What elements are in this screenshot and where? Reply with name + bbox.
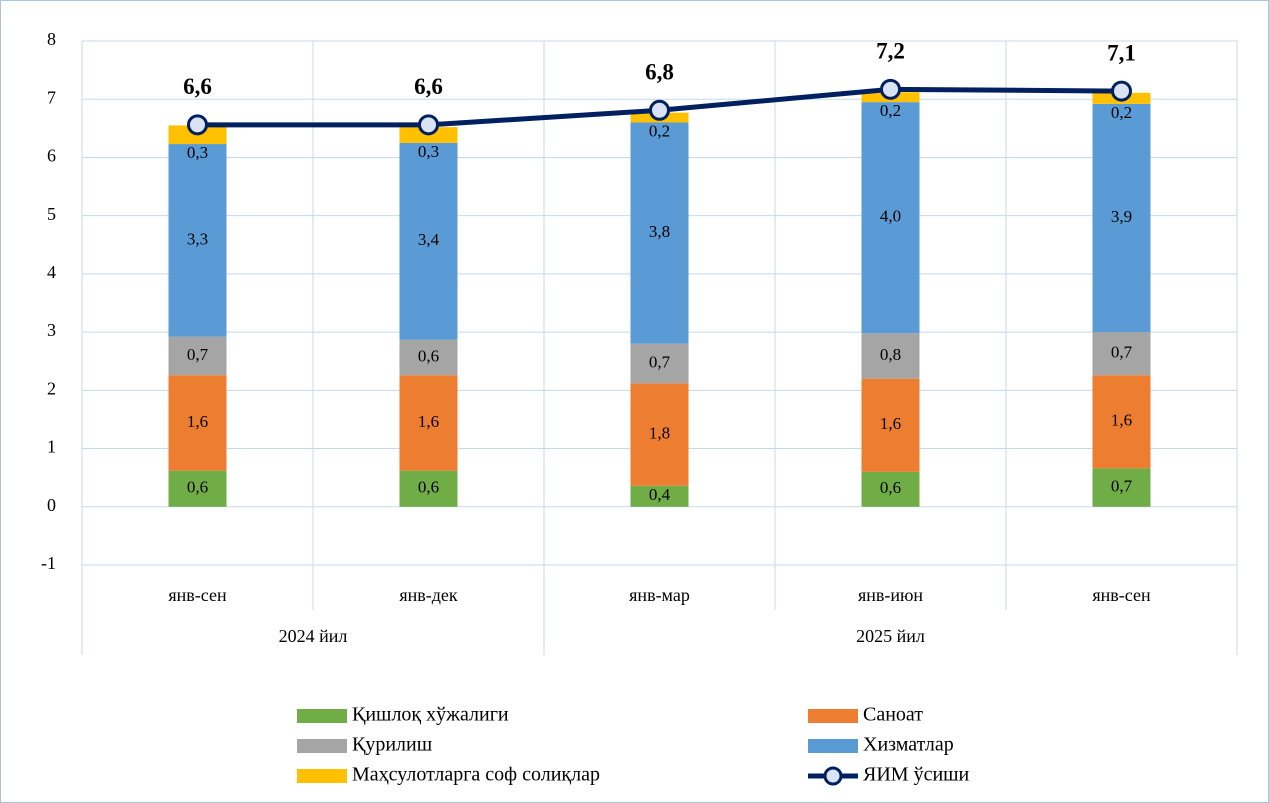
data-label: 0,6 — [418, 346, 439, 365]
legend-label: ЯИМ ўсиши — [863, 764, 970, 786]
bar-segment — [399, 339, 458, 376]
legend-label: Қишлоқ хўжалиги — [352, 704, 509, 726]
legend-label: Саноат — [863, 704, 923, 726]
data-label: 0,7 — [649, 352, 671, 371]
legend-swatch — [297, 739, 347, 753]
data-label: 0,7 — [1111, 343, 1133, 362]
legend-marker — [823, 766, 843, 786]
data-label: 0,3 — [187, 143, 208, 162]
line-marker — [880, 78, 901, 100]
group-label: 2024 йил — [279, 626, 348, 646]
data-label: 3,3 — [187, 229, 208, 248]
data-label: 3,9 — [1111, 207, 1132, 226]
y-tick-label: 1 — [47, 437, 56, 457]
bar-segment — [168, 470, 227, 507]
bar-segment — [1092, 332, 1151, 376]
line-label: 6,6 — [183, 74, 212, 99]
data-label: 1,8 — [649, 423, 670, 442]
bar-segment — [861, 102, 920, 334]
x-tick-label: янв-июн — [858, 585, 923, 605]
y-tick-label: 8 — [47, 29, 56, 49]
data-label: 0,6 — [880, 478, 901, 497]
y-tick-label: 6 — [47, 146, 56, 166]
bar-segment — [630, 485, 689, 507]
data-label: 0,8 — [880, 345, 901, 364]
legend-swatch — [808, 739, 858, 753]
bar-segment — [168, 336, 227, 376]
y-tick-label: 4 — [47, 262, 56, 282]
line-label: 7,1 — [1107, 40, 1136, 65]
line-marker — [187, 114, 208, 136]
bar-segment — [630, 122, 689, 344]
data-label: 0,6 — [187, 478, 208, 497]
data-label: 3,4 — [418, 230, 440, 249]
bar-segment — [399, 375, 458, 471]
bar-segment — [168, 375, 227, 471]
x-tick-label: янв-дек — [399, 585, 458, 605]
bar-segment — [630, 343, 689, 384]
data-label: 0,7 — [187, 345, 209, 364]
bar-segment — [1092, 103, 1151, 333]
bar-segment — [630, 383, 689, 486]
line-marker — [649, 99, 670, 121]
y-tick-label: 5 — [47, 204, 56, 224]
y-tick-label: 2 — [47, 378, 56, 398]
bar-segment — [1092, 468, 1151, 507]
data-label: 0,4 — [649, 485, 671, 504]
line-marker — [1111, 80, 1132, 102]
line-label: 6,6 — [414, 74, 443, 99]
line-label: 6,8 — [645, 60, 674, 85]
data-label: 0,2 — [1111, 103, 1132, 122]
bar-segment — [861, 471, 920, 507]
data-label: 0,6 — [418, 478, 439, 497]
bar-segment — [1092, 375, 1151, 469]
legend-label: Қурилиш — [352, 734, 433, 756]
data-label: 0,2 — [880, 101, 901, 120]
legend-label: Маҳсулотларга соф солиқлар — [352, 764, 600, 786]
x-tick-label: янв-мар — [629, 585, 690, 605]
legend-swatch — [297, 769, 347, 783]
data-label: 1,6 — [1111, 411, 1132, 430]
legend-swatch — [808, 709, 858, 723]
bar-segment — [861, 333, 920, 379]
line-marker — [418, 114, 439, 136]
y-tick-label: 0 — [47, 495, 56, 515]
x-tick-label: янв-сен — [1092, 585, 1151, 605]
legend-label: Хизматлар — [863, 734, 954, 756]
data-label: 3,8 — [649, 222, 670, 241]
data-label: 1,6 — [880, 414, 901, 433]
data-label: 1,6 — [187, 412, 208, 431]
bar-segment — [168, 144, 227, 337]
data-label: 0,7 — [1111, 476, 1133, 495]
y-tick-label: -1 — [41, 553, 56, 573]
bar-segment — [399, 142, 458, 340]
data-label: 0,3 — [418, 142, 439, 161]
data-label: 1,6 — [418, 412, 439, 431]
data-label: 4,0 — [880, 207, 901, 226]
y-tick-label: 3 — [47, 320, 56, 340]
line-label: 7,2 — [876, 39, 905, 64]
legend-swatch — [297, 709, 347, 723]
bar-segment — [399, 470, 458, 507]
y-tick-label: 7 — [47, 87, 56, 107]
group-label: 2025 йил — [856, 626, 925, 646]
x-tick-label: янв-сен — [168, 585, 227, 605]
data-label: 0,2 — [649, 121, 670, 140]
bar-segment — [861, 378, 920, 472]
